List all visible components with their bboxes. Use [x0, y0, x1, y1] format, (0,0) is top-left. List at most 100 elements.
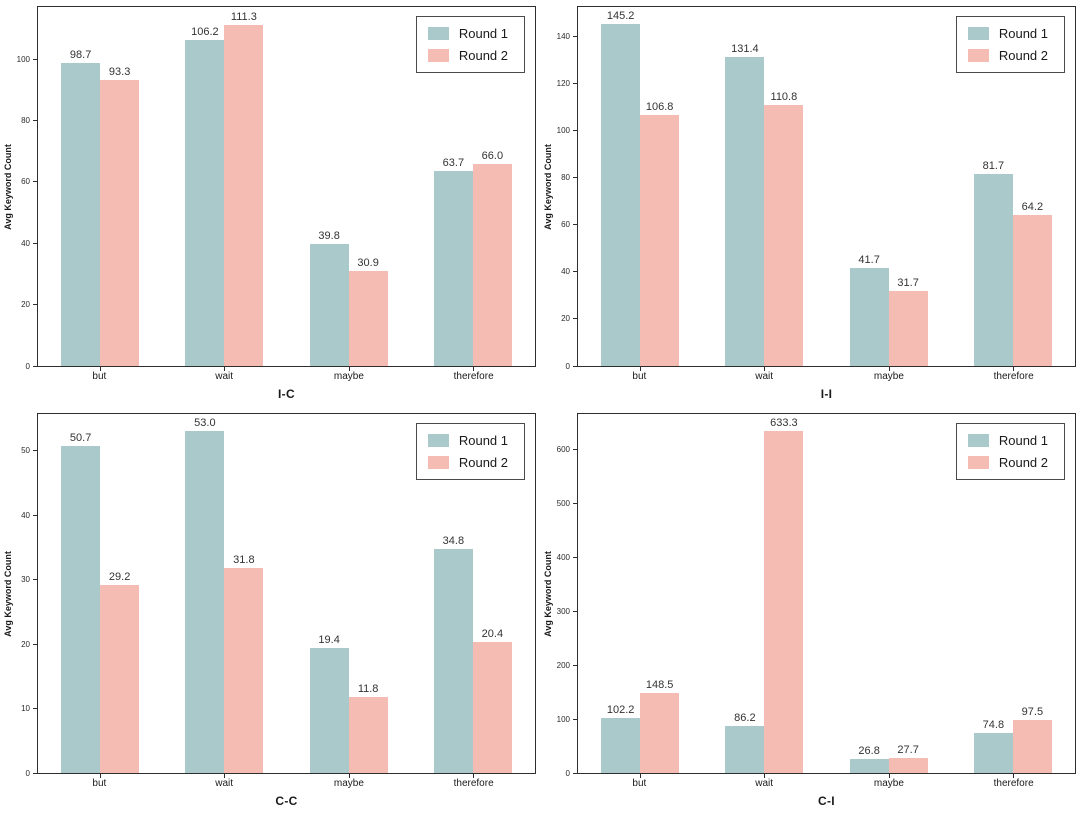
bar-round-1-but: 98.7	[61, 49, 101, 366]
y-tick-label: 120	[556, 79, 570, 89]
bar-group-wait: 106.2 111.3	[162, 7, 286, 366]
bar-value-label: 148.5	[645, 678, 674, 691]
legend-swatch	[967, 27, 989, 40]
y-tick-label: 200	[556, 660, 570, 670]
bar-value-label: 111.3	[230, 10, 257, 23]
x-tick-mark	[472, 774, 474, 778]
y-tick-mark	[33, 643, 37, 645]
x-tick-mark	[888, 774, 890, 778]
bar-round-2-therefore: 97.5	[1012, 706, 1052, 773]
y-tick-label: 300	[556, 606, 570, 616]
x-tick-label-maybe: maybe	[873, 371, 904, 382]
y-tick-mark	[33, 304, 37, 306]
x-tick-label-therefore: therefore	[993, 778, 1034, 789]
bar-value-label: 106.8	[645, 100, 674, 113]
y-tick-label: 0	[565, 768, 570, 778]
legend-swatch	[427, 456, 449, 469]
bar-value-label: 34.8	[442, 534, 465, 547]
x-tick-labels: but wait maybe therefore	[577, 371, 1076, 385]
y-tick-label: 10	[21, 704, 30, 714]
bar-value-label: 145.2	[606, 10, 635, 23]
plot-area: 0 20 40 60 80 100 98.7 93.3 106.2 111.3 39.8 30.9 63…	[17, 6, 536, 371]
y-tick-label: 30	[21, 575, 30, 585]
x-tick-mark	[224, 774, 226, 778]
bar-value-label: 30.9	[357, 257, 379, 270]
x-tick-label-but: but	[92, 371, 107, 382]
x-tick-mark	[348, 367, 350, 371]
y-tick-label: 40	[561, 267, 570, 277]
x-tick-label-wait: wait	[215, 778, 234, 789]
subplot-i-i: Avg Keyword Count 0 20 40 60 80 100 120 140 145.2…	[540, 0, 1080, 407]
legend-item-round-2: Round 2	[967, 48, 1048, 63]
bar-round-1-maybe: 39.8	[309, 230, 349, 366]
y-tick-mark	[573, 318, 577, 320]
bar-group-but: 98.7 93.3	[38, 7, 162, 366]
x-tick-mark	[100, 774, 102, 778]
y-tick-mark	[573, 664, 577, 666]
bar-group-wait: 53.0 31.8	[162, 414, 286, 773]
bar-round-2-maybe: 30.9	[348, 257, 388, 366]
x-tick-label-but: but	[92, 778, 107, 789]
x-tick-mark	[764, 774, 766, 778]
x-tick-label-but: but	[632, 371, 647, 382]
bar-value-label: 50.7	[69, 432, 92, 445]
legend: Round 1 Round 2	[955, 423, 1065, 480]
bar-value-label: 26.8	[858, 744, 880, 757]
bar-value-label: 74.8	[982, 718, 1005, 731]
bar-value-label: 97.5	[1021, 706, 1044, 719]
bar-group-maybe: 19.4 11.8	[287, 414, 411, 773]
x-tick-label-therefore: therefore	[453, 778, 494, 789]
y-tick-label: 0	[25, 768, 30, 778]
x-tick-mark	[100, 367, 102, 371]
bar-value-label: 66.0	[481, 149, 504, 162]
legend-swatch	[427, 434, 449, 447]
y-tick-mark	[573, 502, 577, 504]
bar-value-label: 98.7	[69, 49, 92, 62]
bar-round-1-therefore: 81.7	[973, 160, 1013, 366]
y-tick-label: 500	[556, 498, 570, 508]
bar-group-but: 102.2 148.5	[578, 414, 702, 773]
subplot-title-c-c: C-C	[275, 794, 298, 808]
bar-round-2-therefore: 20.4	[472, 628, 512, 773]
x-tick-label-wait: wait	[215, 371, 234, 382]
plot-area: 0 20 40 60 80 100 120 140 145.2 106.8 131.4 110.8 41…	[557, 6, 1076, 371]
bar-value-label: 93.3	[108, 65, 131, 78]
bar-value-label: 41.7	[858, 253, 880, 266]
x-tick-label-therefore: therefore	[453, 371, 494, 382]
bar-value-label: 106.2	[191, 26, 219, 39]
y-tick-label: 0	[25, 361, 30, 371]
bar-value-label: 29.2	[108, 570, 131, 583]
x-tick-mark	[640, 367, 642, 371]
bar-round-2-maybe: 31.7	[888, 277, 928, 366]
plot-area: 0 100 200 300 400 500 600 102.2 148.5 86.2 633.3 26…	[557, 413, 1076, 778]
y-tick-label: 100	[556, 714, 570, 724]
bar-round-1-therefore: 63.7	[433, 157, 473, 366]
y-tick-label: 50	[21, 446, 30, 456]
bar-round-2-maybe: 27.7	[888, 744, 928, 773]
bar-round-1-therefore: 34.8	[433, 535, 473, 773]
bar-round-1-therefore: 74.8	[973, 719, 1013, 773]
legend-item-round-1: Round 1	[967, 433, 1048, 448]
bar-value-label: 19.4	[318, 633, 340, 646]
y-tick-mark	[33, 579, 37, 581]
bar-value-label: 64.2	[1021, 200, 1044, 213]
x-tick-mark	[472, 367, 474, 371]
bar-value-label: 27.7	[897, 744, 919, 757]
x-tick-label-maybe: maybe	[333, 371, 364, 382]
legend-item-round-2: Round 2	[427, 455, 508, 470]
legend-label: Round 1	[458, 26, 508, 41]
y-tick-mark	[33, 708, 37, 710]
y-tick-mark	[33, 772, 37, 774]
bar-group-maybe: 39.8 30.9	[287, 7, 411, 366]
y-axis-label: Avg Keyword Count	[3, 144, 13, 230]
bar-round-2-but: 148.5	[640, 679, 680, 773]
bar-value-label: 11.8	[357, 682, 379, 695]
bar-round-1-wait: 86.2	[725, 712, 765, 773]
y-tick-label: 40	[21, 238, 30, 248]
bar-round-2-but: 93.3	[100, 66, 140, 366]
y-tick-mark	[33, 365, 37, 367]
bar-group-wait: 86.2 633.3	[702, 414, 826, 773]
y-tick-label: 100	[556, 126, 570, 136]
y-tick-label: 400	[556, 552, 570, 562]
